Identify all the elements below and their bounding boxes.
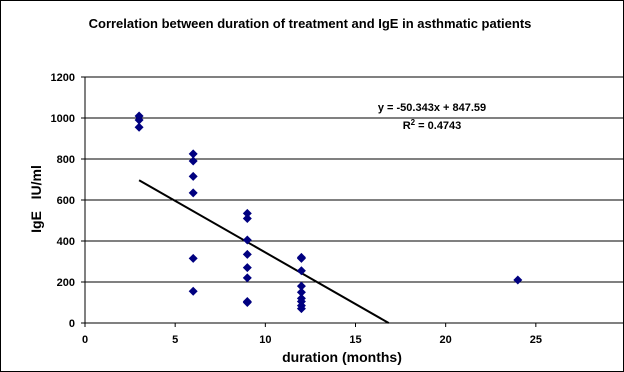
data-point-16 xyxy=(242,298,252,307)
x-tick-label-5: 5 xyxy=(172,334,178,346)
x-axis-ticks: 0 5 10 15 20 25 3 xyxy=(82,323,624,346)
x-tick-label-10: 10 xyxy=(259,334,271,346)
r-squared-value: = 0.4743 xyxy=(415,120,461,132)
trendline xyxy=(138,179,390,324)
chart-title: Correlation between duration of treatmen… xyxy=(88,16,532,31)
r-squared-symbol: R xyxy=(403,120,411,132)
y-tick-label-1000: 1000 xyxy=(51,113,75,125)
data-point-21 xyxy=(296,287,306,297)
data-point-20 xyxy=(296,281,306,291)
y-tick-label-200: 200 xyxy=(57,277,75,289)
data-point-4 xyxy=(188,156,198,166)
x-tick-label-25: 25 xyxy=(530,334,542,346)
x-tick-label-30: 3 xyxy=(623,334,624,346)
data-point-26 xyxy=(513,275,523,285)
data-point-13 xyxy=(242,263,252,273)
x-tick-label-0: 0 xyxy=(82,334,88,346)
data-point-8 xyxy=(188,286,198,296)
data-point-19 xyxy=(296,266,306,276)
y-tick-label-800: 800 xyxy=(57,154,75,166)
x-tick-label-15: 15 xyxy=(349,334,361,346)
data-point-12 xyxy=(242,249,252,259)
x-tick-label-20: 20 xyxy=(440,334,452,346)
data-point-9 xyxy=(242,208,252,218)
data-point-11 xyxy=(242,235,252,245)
r-squared-label: R2 = 0.4743 xyxy=(403,118,462,132)
y-tick-label-400: 400 xyxy=(57,236,75,248)
data-points xyxy=(134,111,523,314)
data-point-25 xyxy=(296,304,306,314)
x-axis-title: duration (months) xyxy=(282,349,402,365)
data-point-14 xyxy=(242,273,252,283)
data-point-6 xyxy=(188,188,198,198)
y-axis-title: IgE IU/ml xyxy=(28,165,44,233)
data-point-7 xyxy=(188,253,198,263)
y-tick-label-0: 0 xyxy=(69,318,75,330)
gridlines xyxy=(85,76,624,283)
data-point-1 xyxy=(134,115,144,125)
y-axis-ticks: 0 200 400 600 800 1000 1200 xyxy=(51,72,85,330)
trendline-equation: y = -50.343x + 847.59 xyxy=(378,102,486,114)
data-point-2 xyxy=(134,122,144,132)
y-tick-label-600: 600 xyxy=(57,195,75,207)
data-point-5 xyxy=(188,171,198,181)
r-squared-superscript: 2 xyxy=(411,118,416,127)
data-point-3 xyxy=(188,149,198,159)
data-point-10 xyxy=(242,213,252,223)
y-tick-label-1200: 1200 xyxy=(51,72,75,84)
data-point-18 xyxy=(296,253,306,263)
